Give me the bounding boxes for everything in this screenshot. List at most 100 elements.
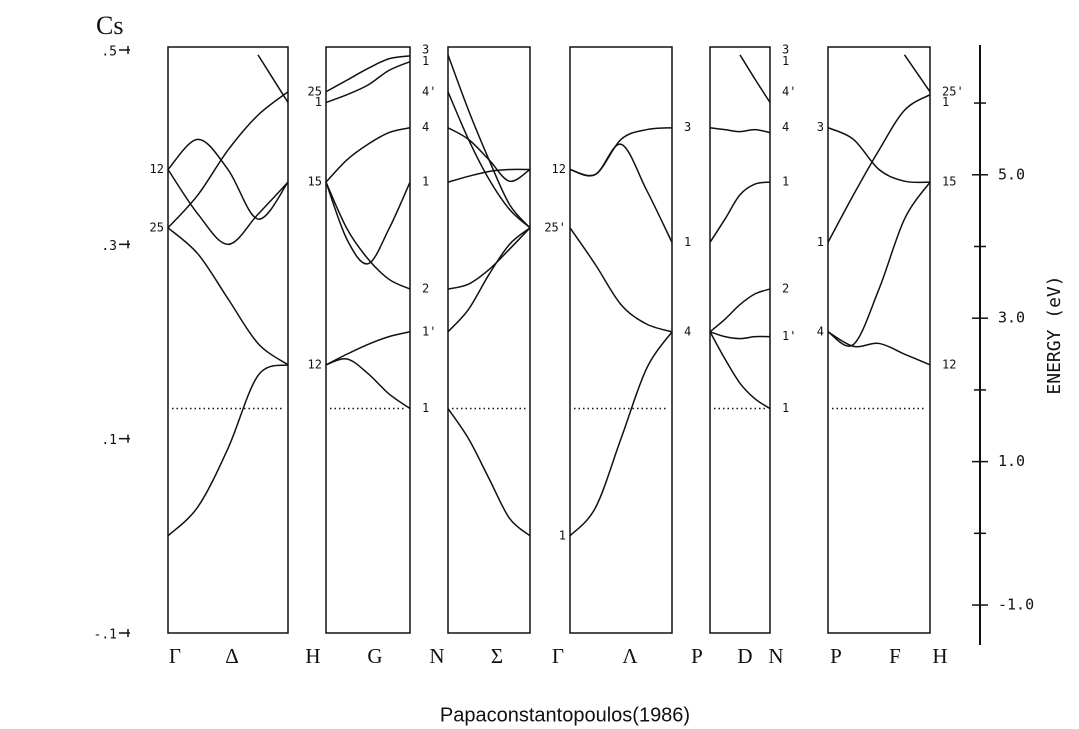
panel-frame xyxy=(447,46,531,634)
symmetry-label: 4' xyxy=(782,84,796,98)
k-point-label: G xyxy=(367,644,382,668)
symmetry-label: 12 xyxy=(552,162,566,176)
symmetry-label: 1 xyxy=(782,401,789,415)
symmetry-label: 25 xyxy=(308,84,322,98)
band xyxy=(827,94,931,243)
symmetry-label: 12 xyxy=(942,357,956,371)
k-point-label: N xyxy=(429,644,444,668)
symmetry-label: 1 xyxy=(422,54,429,68)
symmetry-label: 1 xyxy=(942,95,949,109)
y2-axis-label: ENERGY (eV) xyxy=(1044,275,1065,394)
symmetry-label: 2 xyxy=(782,282,789,296)
symmetry-label: 15 xyxy=(308,175,322,189)
band xyxy=(325,127,411,183)
symmetry-label: 1' xyxy=(782,329,796,343)
panel-frame xyxy=(827,46,931,634)
band xyxy=(709,126,771,134)
band xyxy=(709,331,771,410)
k-point-label: H xyxy=(305,644,320,668)
symmetry-label: 1 xyxy=(422,401,429,415)
symmetry-label: 4 xyxy=(422,120,429,134)
symmetry-label: 1 xyxy=(782,175,789,189)
symmetry-label: 1 xyxy=(817,235,824,249)
symmetry-label: 1' xyxy=(422,324,436,338)
k-point-label: D xyxy=(737,644,752,668)
y-tick-label: -.1 xyxy=(94,628,117,643)
band xyxy=(827,331,931,366)
y-tick-label: .1 xyxy=(101,433,117,448)
symmetry-label: 4' xyxy=(422,84,436,98)
symmetry-label: 1 xyxy=(684,235,691,249)
band xyxy=(325,331,411,366)
symmetry-label: 4 xyxy=(817,324,824,338)
band xyxy=(709,331,771,340)
band xyxy=(569,331,673,537)
band xyxy=(325,358,411,410)
band xyxy=(827,181,931,347)
y-tick-label: .5 xyxy=(101,45,117,60)
symmetry-label: 25' xyxy=(942,84,964,98)
band xyxy=(569,143,673,243)
y-tick-label: .3 xyxy=(101,239,117,254)
k-point-label: Σ xyxy=(491,644,503,668)
k-point-label: Γ xyxy=(552,644,564,668)
band xyxy=(167,364,289,537)
band xyxy=(447,54,531,229)
band xyxy=(903,54,931,93)
band xyxy=(167,91,289,229)
chart-title: Cs xyxy=(96,11,123,40)
panel-frame xyxy=(325,46,411,634)
band xyxy=(325,60,411,104)
symmetry-label: 3 xyxy=(684,120,691,134)
symmetry-label: 3 xyxy=(422,43,429,57)
band xyxy=(447,168,531,183)
k-point-label: Λ xyxy=(622,644,638,668)
band xyxy=(569,227,673,333)
symmetry-label: 1 xyxy=(315,95,322,109)
panel-frame xyxy=(167,46,289,634)
symmetry-label: 2 xyxy=(422,282,429,296)
band xyxy=(709,288,771,333)
k-point-label: Γ xyxy=(169,644,181,668)
band xyxy=(447,408,531,537)
symmetry-label: 25' xyxy=(544,220,566,234)
k-point-label: N xyxy=(768,644,783,668)
band xyxy=(447,227,531,290)
band xyxy=(167,138,289,220)
k-point-label: P xyxy=(830,644,842,668)
symmetry-label: 1 xyxy=(422,175,429,189)
y2-tick-label: 3.0 xyxy=(998,309,1025,327)
symmetry-label: 1 xyxy=(559,528,566,542)
band xyxy=(167,169,289,246)
band xyxy=(827,127,931,184)
y2-tick-label: -1.0 xyxy=(998,596,1034,614)
band xyxy=(739,54,771,103)
symmetry-label: 1 xyxy=(782,54,789,68)
y2-tick-label: 1.0 xyxy=(998,452,1025,470)
band xyxy=(167,227,289,366)
symmetry-label: 4 xyxy=(782,120,789,134)
k-point-label: H xyxy=(932,644,947,668)
symmetry-label: 25 xyxy=(150,220,164,234)
band xyxy=(325,55,411,93)
caption: Papaconstantopoulos(1986) xyxy=(440,704,690,726)
k-point-label: P xyxy=(691,644,703,668)
symmetry-label: 3 xyxy=(782,43,789,57)
symmetry-label: 12 xyxy=(308,357,322,371)
panel-frame xyxy=(709,46,771,634)
band xyxy=(325,181,411,265)
band xyxy=(447,91,531,229)
y2-tick-label: 5.0 xyxy=(998,165,1025,183)
k-point-label: F xyxy=(889,644,901,668)
band xyxy=(257,54,289,103)
symmetry-label: 4 xyxy=(684,324,691,338)
panel-frame xyxy=(569,46,673,634)
k-point-label: Δ xyxy=(225,644,239,668)
symmetry-label: 3 xyxy=(817,120,824,134)
band xyxy=(709,181,771,243)
symmetry-label: 15 xyxy=(942,175,956,189)
symmetry-label: 12 xyxy=(150,162,164,176)
band xyxy=(325,181,411,290)
